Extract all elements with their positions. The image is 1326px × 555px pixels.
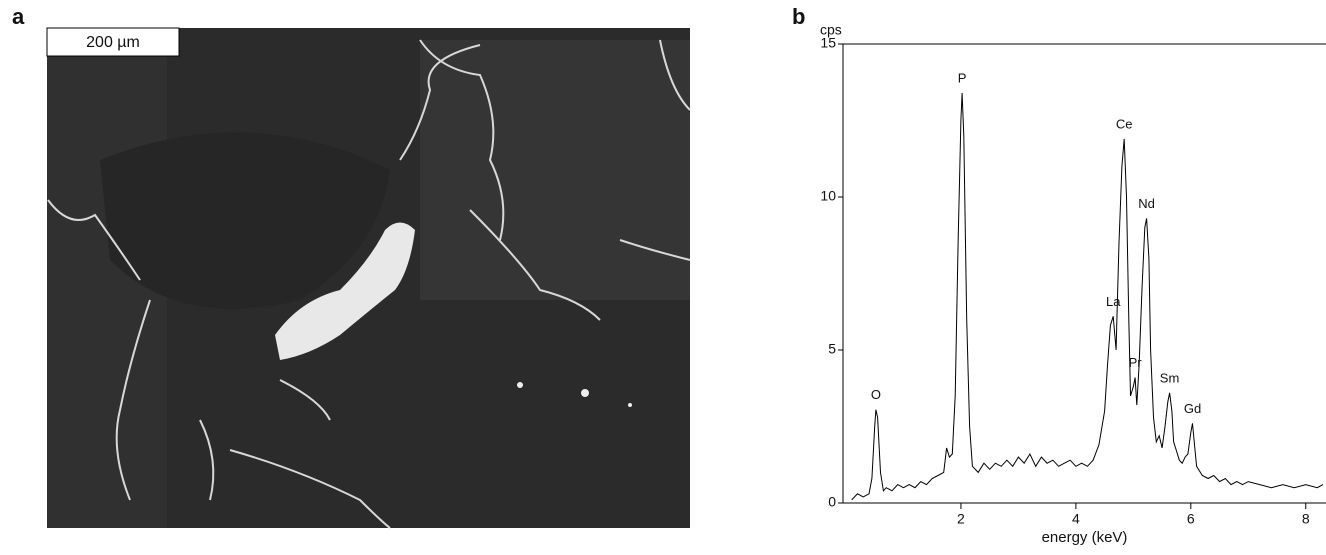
panel-label: b (792, 4, 805, 29)
micrograph: 200 µm (46, 27, 691, 529)
y-tick-label: 10 (820, 188, 836, 204)
peak-label: P (958, 70, 967, 85)
y-tick-label: 5 (828, 341, 836, 357)
x-tick-label: 6 (1187, 511, 1195, 527)
peak-label: Sm (1160, 370, 1180, 385)
peak-label: Gd (1184, 401, 1201, 416)
x-tick-label: 4 (1072, 511, 1080, 527)
y-tick-label: 15 (820, 35, 836, 51)
peak-label: Ce (1116, 116, 1133, 131)
x-axis-label: energy (keV) (1042, 529, 1128, 546)
y-tick-label: 0 (828, 494, 836, 510)
x-tick-label: 2 (957, 511, 965, 527)
peak-label: O (871, 387, 881, 402)
peak-label: La (1106, 294, 1121, 309)
x-tick-label: 8 (1302, 511, 1310, 527)
peak-label: Nd (1138, 196, 1155, 211)
panel-label: a (12, 4, 25, 29)
peak-label: Pr (1129, 355, 1143, 370)
scale-bar-label: 200 µm (86, 34, 140, 51)
spectrum-line (851, 92, 1324, 501)
y-axis-label: cps (820, 22, 842, 38)
